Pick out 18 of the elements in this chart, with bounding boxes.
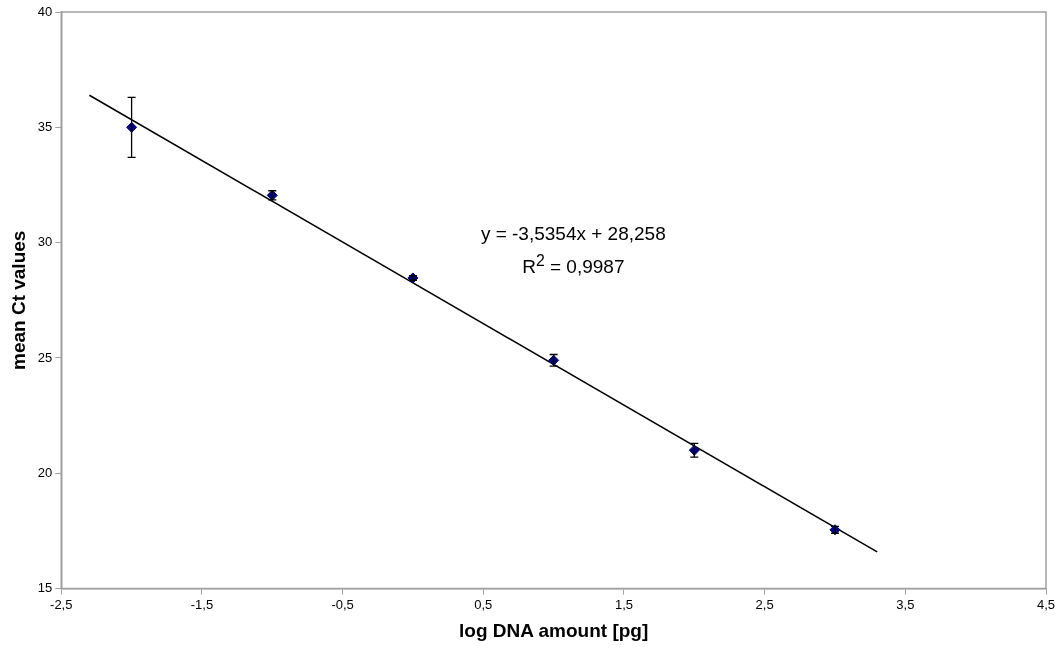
x-tick-label: 1,5 (614, 596, 634, 612)
x-tick-label: 4,5 (1036, 596, 1056, 612)
y-tick-label: 15 (37, 580, 53, 596)
x-axis-title: log DNA amount [pg] (459, 619, 649, 641)
x-tick-label: 0,5 (474, 596, 493, 612)
y-tick-label: 20 (37, 464, 53, 480)
x-tick-label: -2,5 (50, 596, 73, 612)
y-tick-label: 40 (37, 3, 53, 19)
x-tick-label: -0,5 (331, 596, 354, 612)
y-tick-label: 30 (37, 234, 53, 250)
y-axis-title: mean Ct values (7, 230, 29, 370)
x-tick-label: -1,5 (190, 596, 214, 612)
annotation: y = -3,5354x + 28,258 (479, 221, 667, 246)
x-tick-label: 3,5 (896, 596, 915, 612)
y-tick-label: 25 (37, 349, 53, 365)
annotation: R$^{2}$ = 0,9987 (521, 250, 626, 279)
y-tick-label: 35 (37, 118, 53, 134)
x-tick-label: 2,5 (755, 596, 774, 612)
